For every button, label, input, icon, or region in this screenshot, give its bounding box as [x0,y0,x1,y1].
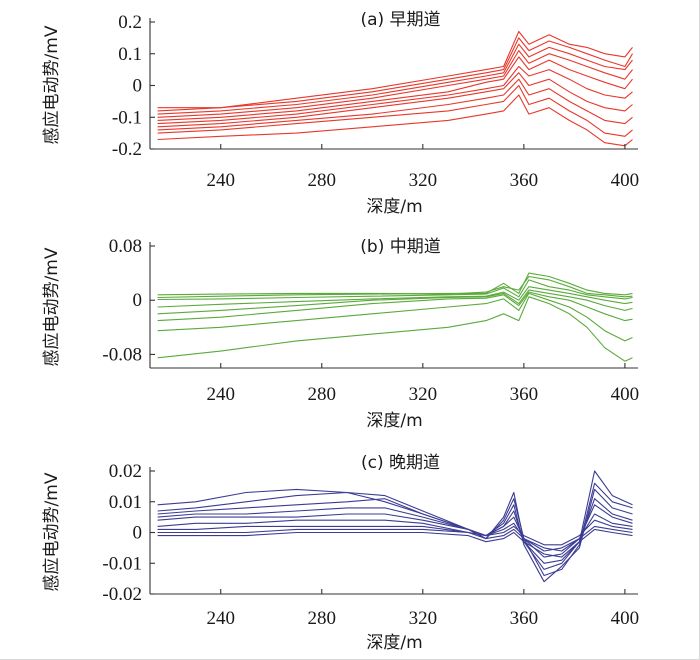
x-tick-label: 400 [611,608,640,629]
panel-title: (a) 早期道 [360,10,440,30]
series-line-3 [157,50,633,118]
y-tick-label: 0.01 [109,492,142,513]
x-axis-title: 深度/m [366,633,422,653]
y-axis-title: 感应电动势/mV [42,25,62,144]
x-tick-label: 400 [611,384,640,405]
x-tick-label: 320 [409,170,438,191]
x-tick-label: 320 [409,608,438,629]
panel-title: (c) 晚期道 [361,453,440,473]
y-tick-label: 0 [133,76,143,97]
y-tick-label: 0.02 [109,461,142,482]
panel-0: 0.2 0.1 0 -0.1 -0.2 240 280 320 360 400 (a) 早期道深度/… [42,10,639,217]
x-tick-label: 240 [206,384,235,405]
y-tick-label: -0.2 [112,139,142,160]
y-tick-label: -0.08 [102,344,142,365]
series-line-4 [157,56,633,121]
series-line-4 [157,504,633,558]
series-line-1 [157,272,633,299]
y-tick-label: -0.01 [102,553,142,574]
x-tick-label: 320 [409,384,438,405]
y-tick-label: 0.2 [118,12,142,33]
x-tick-label: 240 [206,170,235,191]
y-tick-label: -0.1 [112,107,142,128]
series-line-0 [157,275,633,298]
series-line-3 [157,286,633,308]
x-tick-label: 240 [206,608,235,629]
series-line-7 [157,78,633,131]
series-line-2 [157,279,633,301]
x-tick-label: 360 [510,608,539,629]
y-tick-label: 0.08 [109,236,142,257]
y-axis-title: 感应电动势/mV [42,247,62,366]
x-tick-label: 280 [308,384,337,405]
series-line-2 [157,488,633,583]
series-line-2 [157,43,633,115]
series-line-0 [157,30,633,109]
series-line-5 [157,291,633,322]
y-tick-label: 0.1 [118,44,142,65]
panel-2: 0.02 0.01 0 -0.01 -0.02 240 280 320 360 400 (c) 晚期… [42,453,639,653]
series-line-6 [157,292,633,342]
series-line-8 [157,84,633,137]
series-line-6 [157,519,633,546]
series-line-4 [157,289,633,315]
series-line-9 [157,94,633,147]
y-tick-label: -0.02 [102,584,142,605]
panel-title: (b) 中期道 [360,237,440,257]
series-line-6 [157,72,633,128]
y-tick-label: 0 [133,290,143,311]
y-tick-label: 0 [133,523,143,544]
x-tick-label: 360 [510,170,539,191]
series-line-5 [157,513,633,552]
series-line-7 [157,296,633,362]
x-tick-label: 360 [510,384,539,405]
series-line-5 [157,65,633,125]
x-tick-label: 400 [611,170,640,191]
x-tick-label: 280 [308,170,337,191]
series-line-1 [157,37,633,112]
series-line-7 [157,525,633,552]
series-line-0 [157,470,633,570]
x-axis-title: 深度/m [366,411,422,431]
series-line-8 [157,528,633,558]
x-tick-label: 280 [308,608,337,629]
y-axis-title: 感应电动势/mV [42,472,62,591]
x-axis-title: 深度/m [366,197,422,217]
